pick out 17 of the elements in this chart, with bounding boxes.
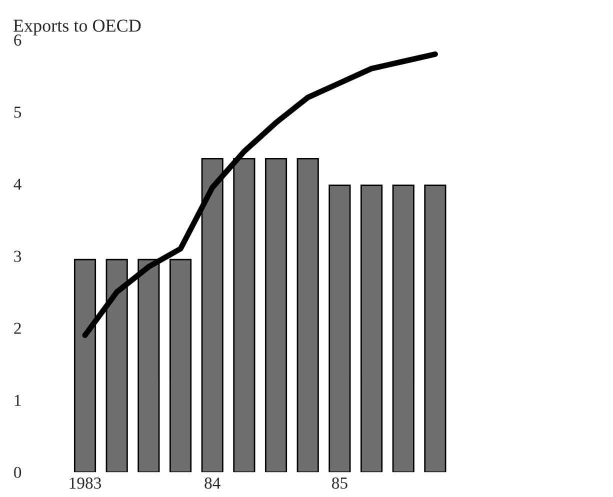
y-tick-label: 2 — [14, 322, 21, 334]
bar — [392, 184, 414, 472]
y-axis-title: Exports to OECD — [14, 20, 141, 36]
bar — [296, 158, 319, 472]
y-tick-label: 3 — [14, 250, 22, 262]
y-tick-label: 6 — [14, 34, 22, 46]
bar — [360, 184, 383, 472]
bar — [424, 184, 446, 472]
y-tick-label: 5 — [14, 106, 22, 118]
y-tick-label: 4 — [14, 178, 22, 190]
x-tick-label: 1983 — [70, 477, 102, 489]
bar — [328, 184, 351, 472]
x-tick-label: 84 — [204, 477, 220, 489]
bar — [264, 158, 288, 472]
y-tick-label: 1 — [14, 394, 21, 406]
x-tick-label: 85 — [332, 477, 348, 489]
y-tick-label: 0 — [14, 466, 22, 478]
